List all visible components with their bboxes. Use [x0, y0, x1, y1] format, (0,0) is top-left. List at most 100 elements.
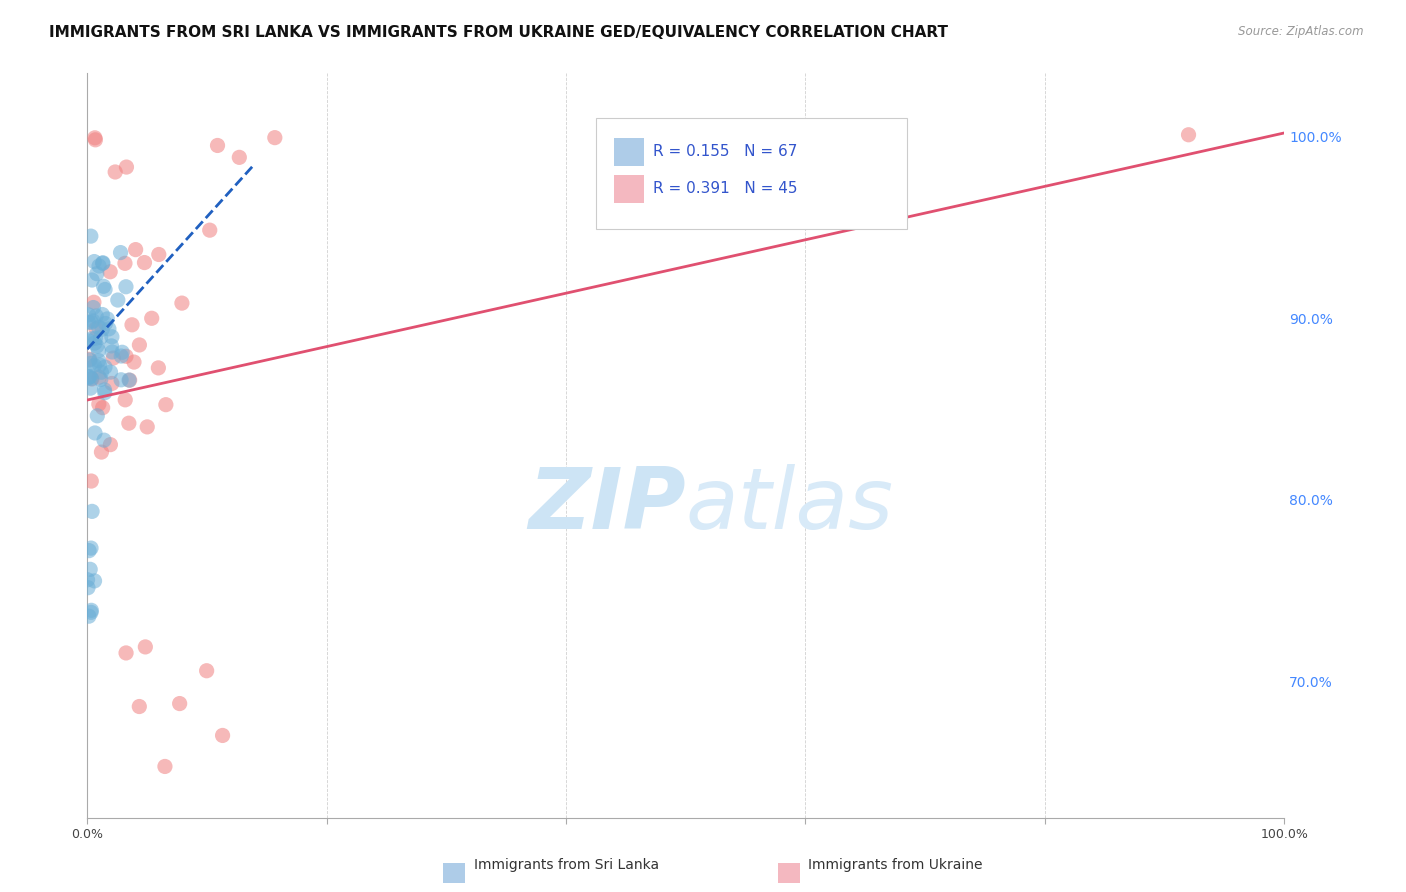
- Point: [170, 296, 193, 310]
- Text: atlas: atlas: [686, 464, 894, 547]
- Point: [100, 339, 122, 353]
- Point: [87, 370, 110, 384]
- Point: [263, 130, 285, 145]
- Point: [110, 373, 132, 387]
- Point: [80, 541, 103, 555]
- Point: [100, 365, 122, 379]
- Point: [77, 315, 100, 329]
- Point: [86, 339, 108, 353]
- Point: [91, 308, 114, 322]
- Point: [83, 131, 105, 145]
- Point: [79, 369, 101, 384]
- Point: [80, 504, 103, 518]
- Point: [91, 256, 114, 270]
- Point: [77, 334, 100, 348]
- Point: [110, 245, 132, 260]
- Text: ZIP: ZIP: [529, 464, 686, 547]
- Point: [121, 318, 143, 332]
- Point: [101, 330, 124, 344]
- Point: [155, 398, 177, 412]
- Point: [1177, 128, 1199, 142]
- Point: [87, 259, 110, 273]
- Point: [228, 150, 250, 164]
- Point: [87, 320, 110, 334]
- Point: [77, 609, 100, 624]
- Point: [80, 332, 103, 346]
- Point: [207, 138, 229, 153]
- Point: [77, 353, 100, 368]
- Point: [134, 255, 156, 269]
- Point: [148, 360, 170, 375]
- Point: [101, 345, 124, 359]
- Point: [103, 351, 125, 365]
- Point: [94, 360, 117, 375]
- Point: [87, 343, 110, 358]
- Text: IMMIGRANTS FROM SRI LANKA VS IMMIGRANTS FROM UKRAINE GED/EQUIVALENCY CORRELATION: IMMIGRANTS FROM SRI LANKA VS IMMIGRANTS …: [49, 25, 948, 40]
- Point: [90, 372, 112, 386]
- Point: [122, 355, 145, 369]
- Point: [118, 373, 141, 387]
- Point: [83, 254, 105, 268]
- Point: [83, 574, 105, 588]
- Point: [77, 543, 100, 558]
- Text: Immigrants from Ukraine: Immigrants from Ukraine: [808, 858, 983, 872]
- Point: [118, 416, 141, 430]
- Point: [101, 376, 124, 391]
- Point: [104, 165, 127, 179]
- Point: [90, 330, 112, 344]
- Point: [79, 352, 101, 367]
- FancyBboxPatch shape: [614, 175, 644, 203]
- Point: [86, 267, 108, 281]
- Point: [93, 279, 115, 293]
- Point: [94, 385, 117, 400]
- Point: [80, 273, 103, 287]
- Point: [111, 345, 134, 359]
- Point: [87, 353, 110, 368]
- Point: [93, 433, 115, 447]
- Point: [100, 437, 122, 451]
- Point: [79, 562, 101, 576]
- Point: [83, 336, 105, 351]
- Point: [115, 279, 138, 293]
- Point: [84, 321, 107, 335]
- Point: [87, 397, 110, 411]
- Point: [115, 349, 138, 363]
- Point: [80, 605, 103, 619]
- Point: [86, 409, 108, 423]
- Point: [82, 301, 104, 315]
- Point: [77, 581, 100, 595]
- Point: [94, 283, 117, 297]
- Point: [91, 401, 114, 415]
- Point: [97, 322, 120, 336]
- Text: R = 0.391   N = 45: R = 0.391 N = 45: [654, 181, 799, 196]
- Point: [94, 317, 117, 331]
- Point: [114, 256, 136, 270]
- Point: [83, 295, 105, 310]
- Point: [80, 229, 103, 244]
- Point: [98, 265, 121, 279]
- Point: [77, 308, 100, 322]
- Point: [80, 372, 103, 386]
- Point: [91, 322, 114, 336]
- Point: [79, 381, 101, 395]
- Point: [89, 358, 111, 372]
- Point: [84, 331, 107, 345]
- Point: [124, 243, 146, 257]
- Point: [90, 365, 112, 379]
- Point: [211, 729, 233, 743]
- Point: [77, 370, 100, 384]
- Point: [128, 338, 150, 352]
- FancyBboxPatch shape: [614, 137, 644, 166]
- Point: [128, 699, 150, 714]
- Text: R = 0.155   N = 67: R = 0.155 N = 67: [654, 144, 797, 159]
- Point: [115, 160, 138, 174]
- Point: [115, 646, 138, 660]
- Point: [169, 697, 191, 711]
- Point: [141, 311, 163, 326]
- Point: [84, 425, 107, 440]
- Text: Source: ZipAtlas.com: Source: ZipAtlas.com: [1239, 25, 1364, 38]
- Point: [195, 664, 218, 678]
- Point: [80, 315, 103, 329]
- Point: [83, 359, 105, 373]
- Point: [82, 314, 104, 328]
